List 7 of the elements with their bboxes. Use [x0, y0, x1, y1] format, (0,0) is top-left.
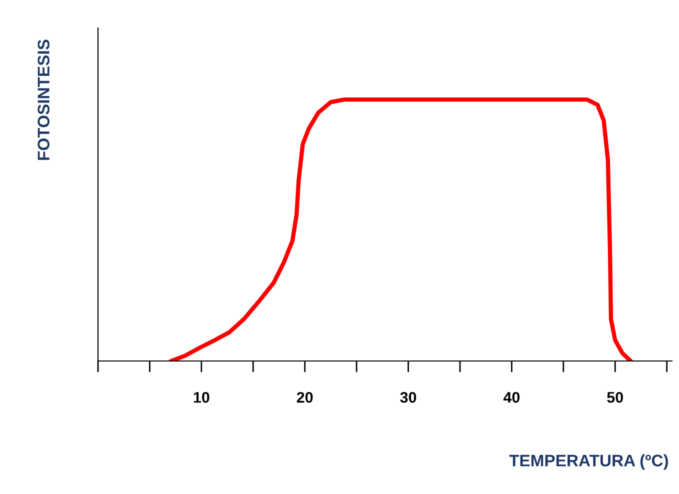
x-axis-title: TEMPERATURA (ºC): [509, 454, 668, 470]
x-tick-label: 10: [194, 392, 210, 403]
y-axis-title: FOTOSINTESIS: [38, 40, 50, 160]
x-tick-label: 20: [296, 392, 313, 403]
x-tick-label: 50: [607, 392, 623, 403]
x-tick-label: 40: [503, 392, 520, 403]
x-tick-label: 30: [400, 392, 416, 403]
